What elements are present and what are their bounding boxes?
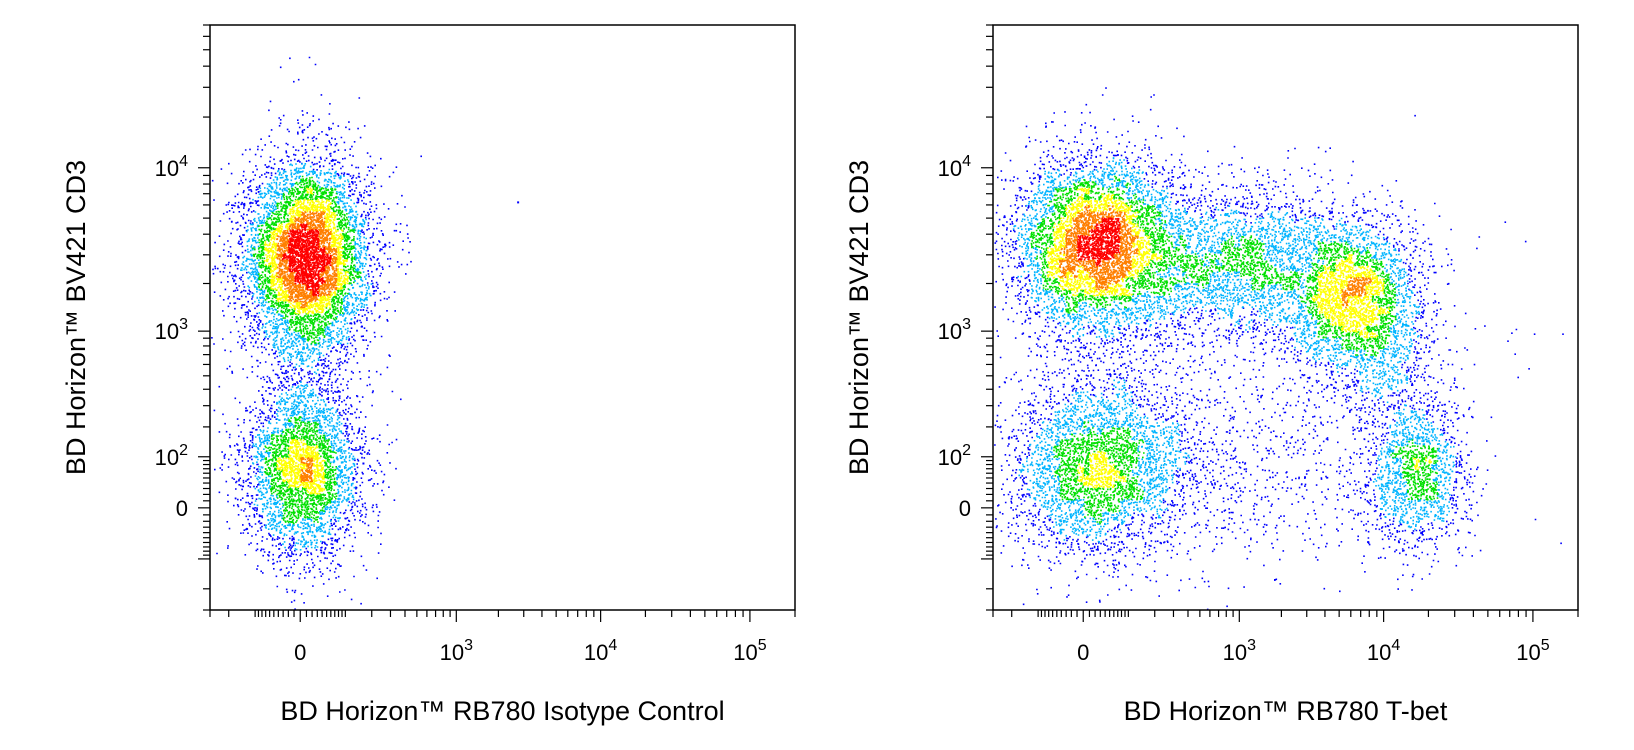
event-density-layer-4 [276, 211, 338, 483]
x-tick-label: 104 [584, 637, 617, 665]
event-dots [211, 56, 520, 610]
plot-frame [209, 24, 796, 611]
x-tick-label: 105 [1516, 637, 1549, 665]
y-axis-label: BD Horizon™ BV421 CD3 [61, 160, 91, 475]
x-tick-label: 103 [1223, 637, 1256, 665]
event-density-layer-5 [1077, 217, 1121, 267]
tick-labels: 0 103 104 105 0 102 103 104 [938, 153, 1550, 665]
y-tick-label: 0 [176, 496, 188, 521]
y-tick-label: 102 [155, 442, 188, 470]
event-density-layer-2 [1029, 175, 1439, 525]
y-tick-label: 104 [938, 153, 971, 181]
x-tick-label: 0 [1077, 640, 1089, 665]
outlier-point [362, 462, 365, 465]
plot-panel-isotype-control: 0 103 104 105 0 102 103 104 BD Horizon™ RB780 Is… [61, 24, 796, 726]
y-tick-label: 103 [155, 316, 188, 344]
y-axis-label: BD Horizon™ BV421 CD3 [844, 160, 874, 475]
axis-ticks [981, 24, 1579, 622]
x-tick-label: 105 [733, 637, 766, 665]
event-density-layer-1 [1012, 157, 1457, 543]
event-density-layer-0 [994, 87, 1564, 611]
outlier-point [517, 201, 520, 204]
plot-frame [992, 24, 1579, 611]
tick-labels: 0 103 104 105 0 102 103 104 [155, 153, 767, 665]
x-tick-label: 104 [1367, 637, 1400, 665]
y-tick-label: 0 [959, 496, 971, 521]
event-density-layer-4 [1059, 205, 1372, 309]
plot-panel-t-bet: 0 103 104 105 0 102 103 104 BD Horizon™ RB780 T-… [844, 24, 1579, 726]
x-tick-label: 103 [440, 637, 473, 665]
y-tick-label: 102 [938, 442, 971, 470]
x-axis-label: BD Horizon™ RB780 Isotype Control [280, 696, 724, 726]
y-tick-label: 104 [155, 153, 188, 181]
y-tick-label: 103 [938, 316, 971, 344]
axis-ticks [198, 24, 796, 622]
event-density-layer-0 [211, 56, 422, 610]
event-dots [994, 87, 1564, 611]
x-tick-label: 0 [294, 640, 306, 665]
x-axis-label: BD Horizon™ RB780 T-bet [1124, 696, 1448, 726]
event-density-layer-5 [282, 223, 332, 297]
